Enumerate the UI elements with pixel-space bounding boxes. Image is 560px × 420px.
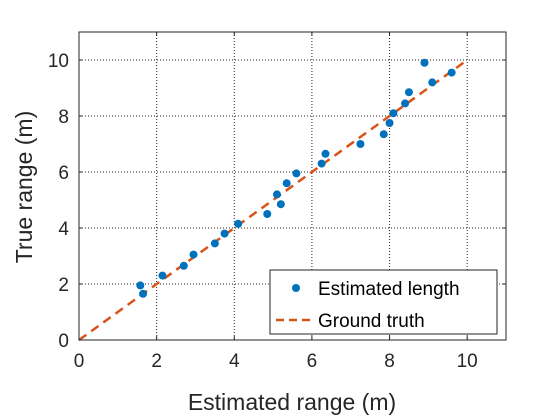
data-point [189,250,198,259]
legend-label-ground-truth: Ground truth [318,311,425,332]
y-tick-label: 0 [58,331,69,352]
legend-label-estimated-length: Estimated length [318,279,460,300]
plot-area-frame [78,31,507,341]
data-point [158,271,167,280]
x-tick-label: 4 [229,351,240,372]
data-point [379,130,388,139]
data-point [276,200,285,209]
data-point [356,140,365,148]
data-point [447,68,456,77]
data-point [428,78,437,87]
data-point [272,190,281,199]
y-tick-label: 4 [58,219,69,240]
estimated-length-series [136,58,456,298]
data-point [179,261,188,270]
legend-marker-estimated-length [292,284,300,292]
y-tick-label: 6 [58,163,69,184]
x-tick-label: 6 [307,351,318,372]
data-point [210,239,219,248]
data-point [321,149,330,158]
data-point [404,88,413,97]
x-tick-label: 2 [151,351,162,372]
legend-box [269,269,498,335]
data-point [317,159,326,168]
data-point [385,119,394,127]
data-point [420,58,429,67]
data-point [282,179,291,188]
x-tick-label: 10 [457,351,478,372]
x-tick-label: 8 [384,351,395,372]
data-point [234,219,243,228]
data-point [139,289,148,298]
y-tick-label: 2 [58,275,69,296]
data-point [136,281,145,290]
y-tick-label: 10 [48,51,69,72]
legend: Estimated length Ground truth [269,269,498,335]
y-axis-label: True range (m) [11,111,37,264]
data-point [263,210,272,218]
data-point [220,229,229,238]
x-axis-label: Estimated range (m) [188,389,396,415]
axis-ticks: 0 2 4 6 8 10 0 2 4 6 8 10 [48,32,506,372]
data-point [401,99,410,108]
x-tick-label: 0 [74,351,85,372]
data-point [292,169,301,178]
y-tick-label: 8 [58,107,69,128]
data-point [389,109,398,118]
